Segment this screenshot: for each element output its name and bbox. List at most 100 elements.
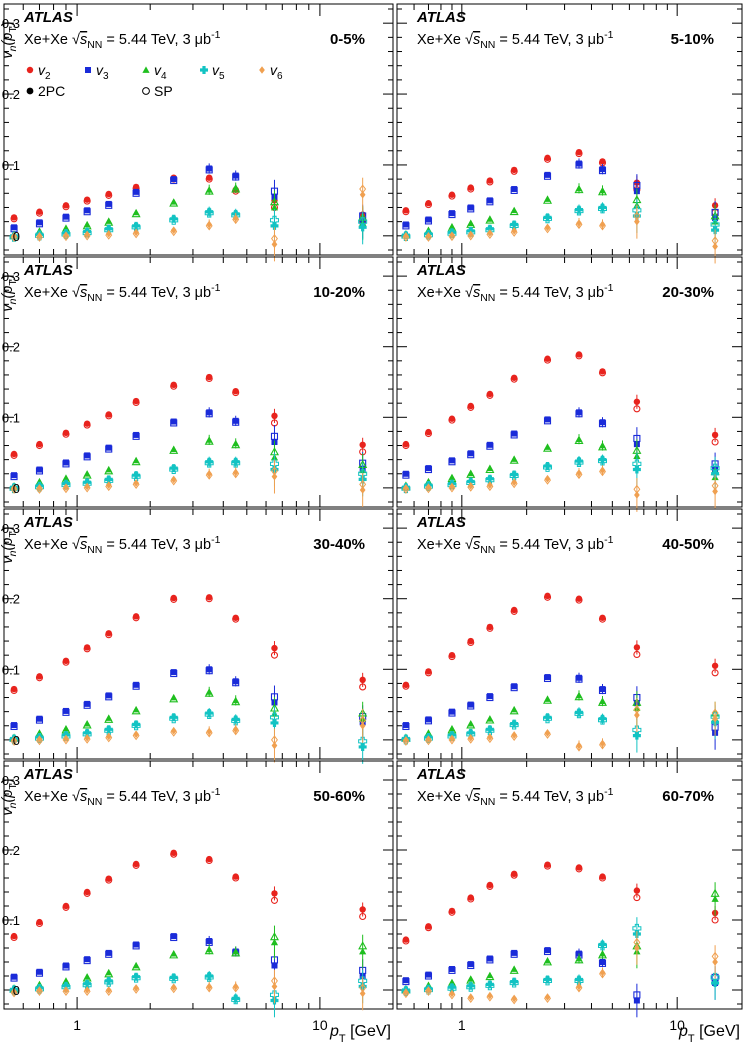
point-2pc-v4: [62, 724, 70, 732]
point-2pc-v2: [206, 855, 213, 863]
point-2pc-v6: [712, 487, 718, 496]
point-2pc-v2: [10, 214, 18, 221]
point-2pc-v4: [170, 950, 178, 957]
point-2pc-v6: [425, 483, 432, 491]
point-2pc-v2: [510, 870, 518, 877]
point-2pc-v2: [510, 374, 518, 381]
point-2pc-v5: [231, 457, 240, 466]
point-2pc-v4: [270, 938, 279, 946]
panel-frame: [396, 256, 743, 508]
centrality-label: 30-40%: [313, 536, 365, 553]
point-2pc-v3: [544, 416, 551, 423]
point-2pc-v6: [11, 232, 17, 240]
centrality-label: 40-50%: [662, 536, 714, 553]
y-tick-label: 0: [13, 481, 20, 496]
sqrt-sub: NN: [480, 796, 495, 808]
point-2pc-v3: [206, 666, 213, 673]
point-2pc-v6: [170, 475, 177, 484]
point-2pc-v6: [599, 968, 606, 977]
point-2pc-v3: [633, 997, 640, 1004]
atlas-label: ATLAS: [416, 514, 466, 531]
system-name: Xe+Xe: [417, 789, 465, 805]
point-2pc-v2: [62, 429, 70, 437]
y-title-close: ): [0, 21, 16, 26]
point-2pc-v3: [11, 224, 18, 231]
y-tick-label: 0.2: [2, 592, 20, 607]
point-2pc-v5: [132, 720, 141, 729]
point-2pc-v6: [11, 484, 17, 492]
sqrt-sub: NN: [87, 544, 102, 556]
point-2pc-v2: [36, 918, 43, 926]
point-2pc-v4: [467, 720, 475, 727]
point-2pc-v6: [634, 217, 640, 226]
point-2pc-v3: [486, 693, 493, 700]
system-name: Xe+Xe: [417, 285, 465, 301]
point-2pc-v2: [448, 907, 456, 915]
point-2pc-v5: [466, 981, 475, 990]
point-2pc-v6: [84, 733, 90, 742]
point-2pc-v3: [467, 450, 474, 457]
point-2pc-v3: [206, 409, 213, 416]
sqrt-s: s: [80, 32, 87, 48]
point-2pc-v6: [206, 727, 213, 736]
sqrt-s: s: [473, 789, 480, 805]
point-2pc-v2: [402, 681, 410, 689]
sqrt-sub: NN: [87, 292, 102, 304]
point-2pc-v6: [359, 486, 366, 494]
point-2pc-v6: [170, 226, 177, 234]
point-2pc-v2: [132, 613, 140, 620]
point-2pc-v6: [425, 232, 432, 240]
point-2pc-v3: [36, 219, 43, 226]
lumi-exponent: -1: [211, 29, 220, 41]
point-2pc-v6: [105, 986, 112, 994]
panel-frame: [396, 3, 743, 256]
point-2pc-v4: [232, 947, 240, 955]
legend-v-v6: v: [270, 62, 278, 78]
point-2pc-v5: [169, 973, 178, 982]
y-tick-label: 0: [13, 733, 20, 748]
legend-label-v5: v5: [212, 62, 225, 82]
x-title-p: p: [678, 1023, 688, 1040]
point-2pc-v4: [105, 714, 113, 721]
point-2pc-v5: [543, 213, 552, 222]
point-2pc-v6: [544, 993, 551, 1001]
point-2pc-v6: [206, 220, 213, 229]
point-2pc-v6: [359, 989, 366, 998]
point-2pc-v2: [36, 673, 43, 680]
point-2pc-v3: [62, 962, 69, 969]
point-2pc-v3: [511, 430, 518, 437]
atlas-label: ATLAS: [416, 766, 466, 783]
legend-sub-v3: 3: [103, 71, 109, 82]
point-2pc-v2: [359, 906, 366, 913]
point-2pc-v3: [467, 204, 474, 211]
legend-marker-v2: [26, 66, 34, 74]
point-2pc-v5: [132, 471, 141, 480]
point-2pc-v2: [510, 166, 518, 174]
point-2pc-v5: [543, 713, 552, 722]
point-2pc-v4: [83, 973, 91, 980]
point-2pc-v2: [271, 644, 278, 652]
point-2pc-v3: [36, 968, 43, 975]
system-name: Xe+Xe: [417, 537, 465, 553]
point-2pc-v3: [62, 459, 69, 466]
point-2pc-v2: [62, 902, 70, 910]
y-axis-title: vn(pT): [0, 526, 19, 563]
point-2pc-v6: [487, 733, 493, 741]
y-tick-label: 0.3: [2, 773, 20, 788]
x-title-unit: [GeV]: [695, 1023, 740, 1040]
x-tick-label: 10: [312, 1017, 328, 1033]
point-2pc-v3: [11, 472, 18, 479]
point-2pc-v6: [271, 472, 278, 481]
point-sp-v2: [359, 683, 367, 691]
point-2pc-v2: [425, 923, 432, 930]
legend-marker-sp: [142, 87, 150, 95]
point-2pc-v6: [63, 483, 69, 491]
point-2pc-v5: [447, 983, 456, 992]
point-2pc-v2: [633, 644, 641, 651]
panel-frame: [396, 760, 743, 1010]
point-2pc-v6: [634, 711, 640, 719]
point-2pc-v2: [232, 387, 239, 395]
